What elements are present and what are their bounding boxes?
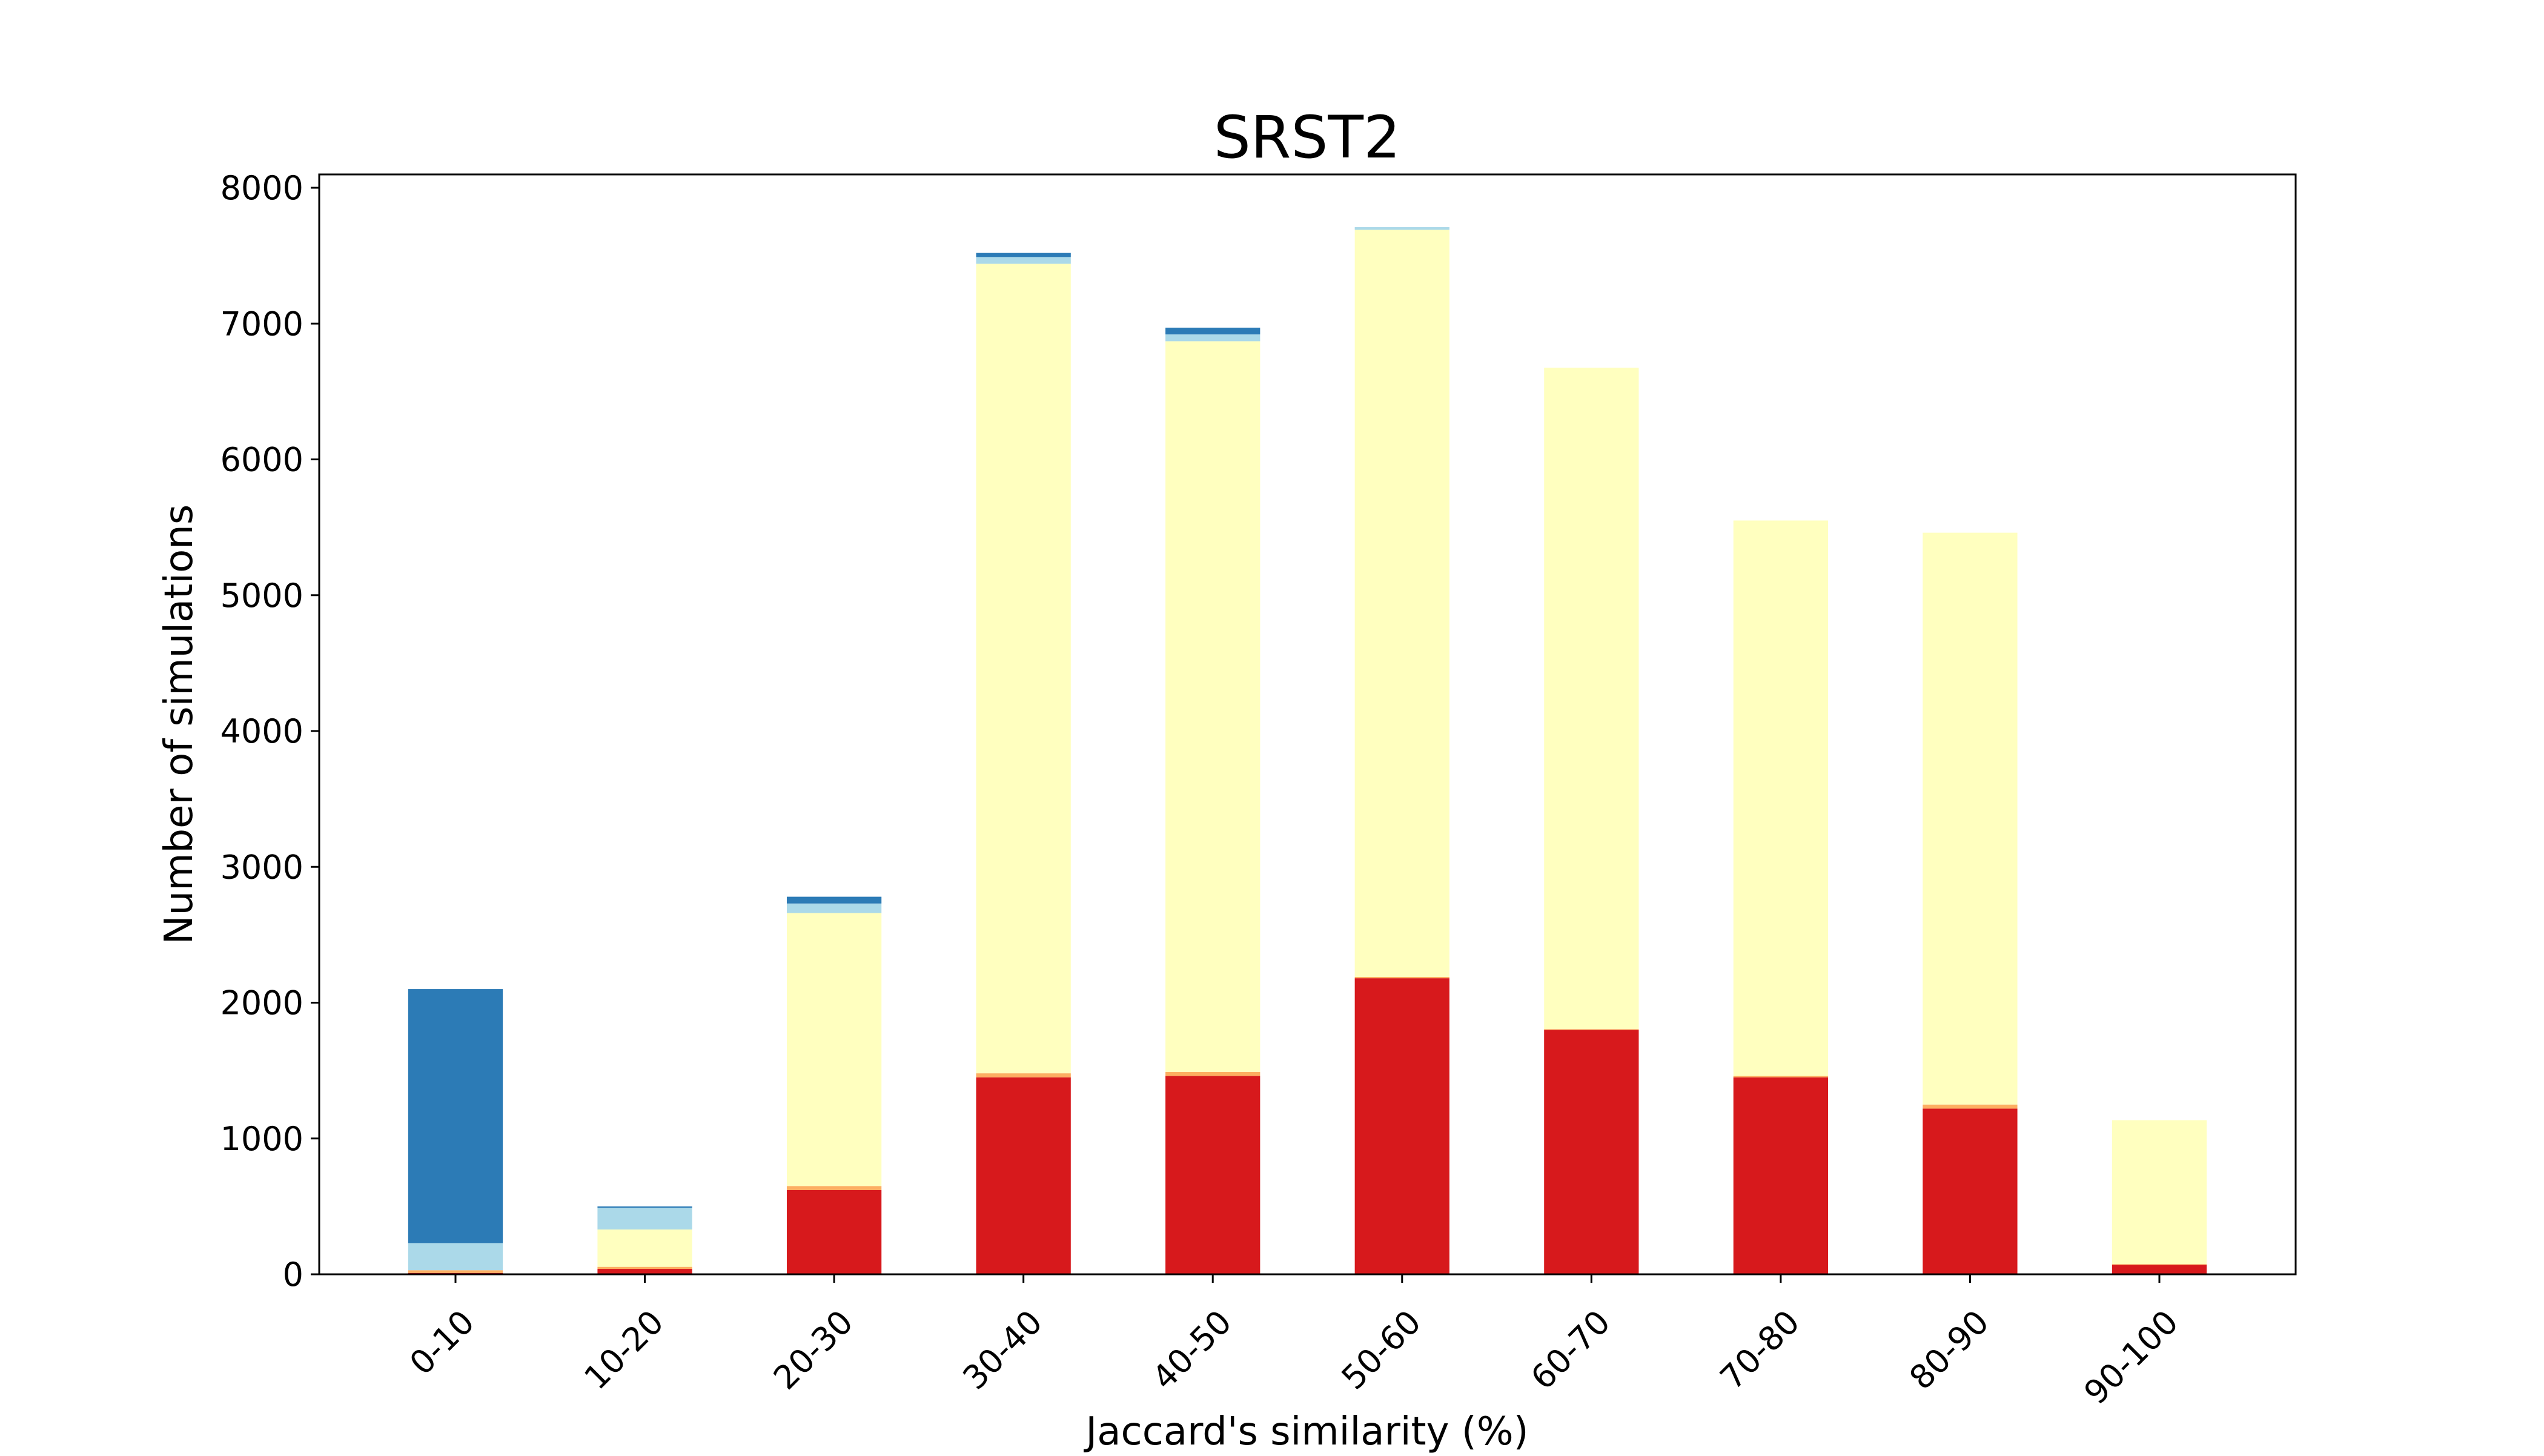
y-tick-label: 1000 (220, 1120, 303, 1158)
bar-10-20-segment-5 (597, 1206, 692, 1208)
bar-90-100-segment-1 (2112, 1265, 2207, 1274)
bar-50-60-segment-1 (1354, 978, 1449, 1274)
bar-30-40-segment-2 (976, 1073, 1071, 1077)
x-tick-label: 70-80 (1713, 1303, 1807, 1397)
bar-40-50-segment-4 (1165, 334, 1260, 342)
y-tick-label: 2000 (220, 984, 303, 1022)
bar-70-80-segment-1 (1733, 1077, 1829, 1274)
x-tick-label: 30-40 (955, 1303, 1050, 1397)
y-tick-label: 4000 (220, 712, 303, 750)
y-tick-label: 0 (283, 1256, 303, 1294)
bar-30-40-segment-5 (976, 253, 1071, 257)
bar-30-40-segment-1 (976, 1077, 1071, 1274)
x-tick-label: 20-30 (766, 1303, 861, 1397)
bar-0-10-segment-4 (408, 1243, 503, 1271)
bar-20-30-segment-2 (786, 1186, 882, 1190)
y-axis: 0 1000 2000 3000 4000 5000 6000 7000 8000 (220, 169, 319, 1294)
bar-50-60-segment-3 (1354, 230, 1449, 977)
bar-80-90-segment-3 (1923, 532, 2018, 1105)
bar-60-70-segment-1 (1544, 1030, 1639, 1274)
x-axis-label: Jaccard's similarity (%) (1083, 1409, 1528, 1454)
bar-10-20-segment-4 (597, 1208, 692, 1229)
x-tick-label: 80-90 (1902, 1303, 1996, 1397)
x-tick-label: 0-10 (402, 1303, 482, 1382)
bar-0-10-segment-2 (408, 1270, 503, 1273)
y-tick-label: 5000 (220, 577, 303, 615)
bar-40-50-segment-1 (1165, 1076, 1260, 1274)
bar-60-70-segment-3 (1544, 368, 1639, 1030)
bar-90-100-segment-2 (2112, 1264, 2207, 1265)
bar-80-90-segment-2 (1923, 1104, 2018, 1109)
y-tick-label: 8000 (220, 169, 303, 207)
bar-10-20-segment-2 (597, 1266, 692, 1269)
bar-40-50-segment-5 (1165, 327, 1260, 335)
bar-10-20-segment-1 (597, 1269, 692, 1274)
y-tick-label: 6000 (220, 441, 303, 479)
x-tick-label: 50-60 (1334, 1303, 1429, 1397)
bar-60-70-segment-2 (1544, 1029, 1639, 1030)
bar-40-50-segment-3 (1165, 341, 1260, 1072)
bar-20-30-segment-1 (786, 1190, 882, 1274)
x-tick-label: 10-20 (577, 1303, 671, 1397)
bar-80-90-segment-1 (1923, 1108, 2018, 1274)
bar-30-40-segment-3 (976, 263, 1071, 1074)
bar-50-60-segment-4 (1354, 227, 1449, 230)
bar-10-20-segment-3 (597, 1229, 692, 1267)
bar-20-30-segment-3 (786, 913, 882, 1186)
x-tick-label: 60-70 (1523, 1303, 1618, 1397)
bar-90-100-segment-3 (2112, 1120, 2207, 1265)
y-tick-label: 3000 (220, 848, 303, 886)
bar-50-60-segment-2 (1354, 976, 1449, 979)
x-axis: 0-10 10-20 20-30 30-40 40-50 50-60 60-70 70-80 8… (402, 1274, 2185, 1412)
y-axis-label: Number of simulations (157, 505, 202, 944)
bar-70-80-segment-2 (1733, 1076, 1829, 1077)
bar-40-50-segment-2 (1165, 1071, 1260, 1076)
plot-frame (318, 173, 2297, 1276)
chart-title: SRST2 (1214, 104, 1400, 171)
bar-20-30-segment-5 (786, 896, 882, 904)
bar-30-40-segment-4 (976, 257, 1071, 264)
bar-0-10-segment-5 (408, 989, 503, 1243)
bars-layer (408, 227, 2207, 1274)
x-tick-label: 40-50 (1145, 1303, 1239, 1397)
y-tick-label: 7000 (220, 305, 303, 343)
x-tick-label: 90-100 (2077, 1303, 2186, 1412)
bar-70-80-segment-3 (1733, 520, 1829, 1076)
bar-20-30-segment-4 (786, 903, 882, 913)
